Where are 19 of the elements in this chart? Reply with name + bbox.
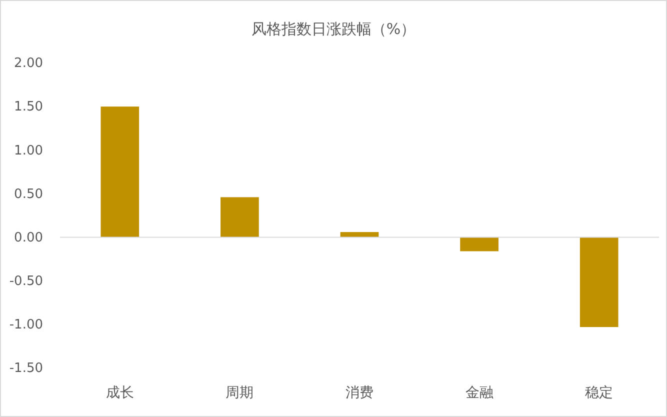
bar <box>580 237 618 328</box>
x-tick-label: 稳定 <box>585 384 614 401</box>
bar <box>340 232 379 238</box>
y-tick-label: 0.00 <box>14 230 43 246</box>
x-tick-label: 周期 <box>226 384 254 401</box>
y-tick-label: -1.00 <box>9 318 43 333</box>
chart-title: 风格指数日涨跌幅（%） <box>251 20 416 38</box>
bar <box>220 197 259 238</box>
x-tick-label: 消费 <box>346 384 374 401</box>
x-tick-label: 金融 <box>465 384 494 401</box>
y-tick-label: 0.50 <box>14 186 43 202</box>
y-tick-label: 2.00 <box>14 56 43 72</box>
bar <box>100 106 140 238</box>
y-tick-label: -1.50 <box>9 361 43 376</box>
y-tick-label: 1.00 <box>14 143 43 158</box>
y-tick-label: 1.50 <box>14 100 43 115</box>
y-tick-label: -0.50 <box>9 274 43 290</box>
bar <box>460 237 498 252</box>
x-tick-label: 成长 <box>106 384 134 401</box>
